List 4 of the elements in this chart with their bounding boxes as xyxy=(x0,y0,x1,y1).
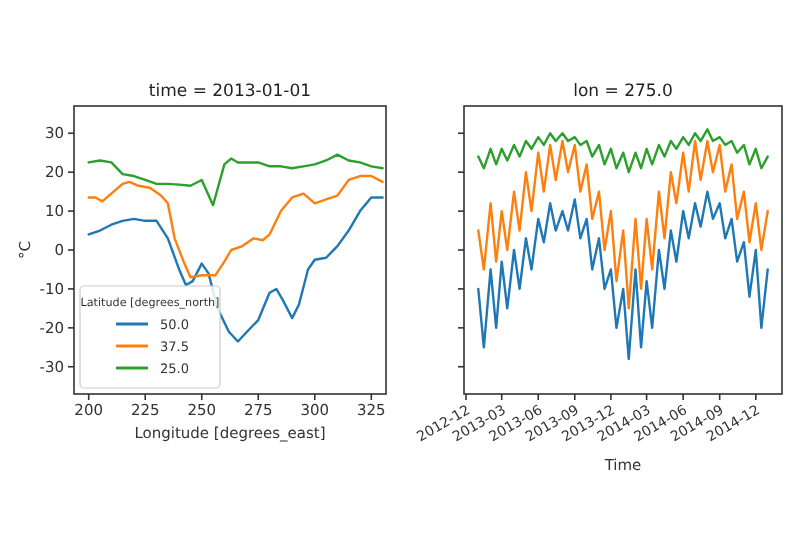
chart-title: lon = 275.0 xyxy=(573,82,673,102)
line-series xyxy=(87,153,384,207)
chart-title: time = 2013-01-01 xyxy=(148,82,312,102)
line-series xyxy=(87,174,384,279)
